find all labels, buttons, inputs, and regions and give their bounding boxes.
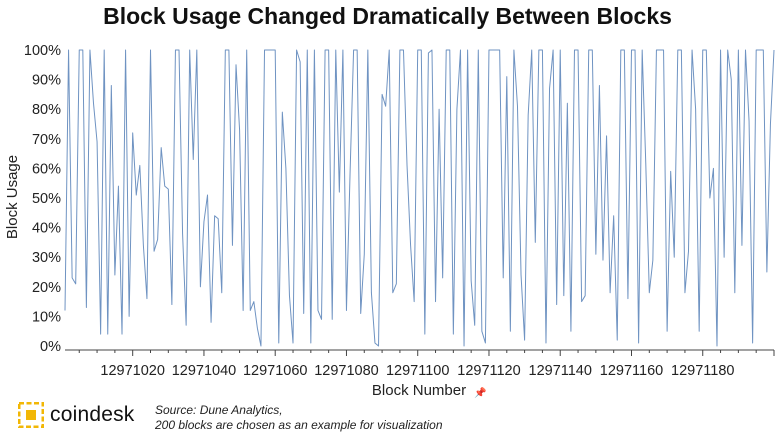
source-note: Source: Dune Analytics, 200 blocks are c… <box>155 403 443 433</box>
x-axis-label: Block Number <box>372 382 466 399</box>
line-chart: 0% 10% 20% 30% 40% 50% 60% 70% 80% 90% 100% 129710… <box>4 43 775 399</box>
x-tick-label: 12971040 <box>172 363 237 379</box>
y-tick-label: 80% <box>32 102 61 118</box>
plot-area <box>64 49 775 347</box>
x-tick-label: 12971100 <box>386 363 449 379</box>
y-tick-label: 60% <box>32 161 61 177</box>
y-tick-label: 50% <box>32 191 61 207</box>
x-tick-label: 12971060 <box>243 363 308 379</box>
y-tick-label: 70% <box>32 132 61 148</box>
y-axis-label: Block Usage <box>4 155 21 239</box>
y-tick-label: 20% <box>32 280 61 296</box>
x-tick-label: 12971120 <box>457 363 520 379</box>
x-tick-label: 12971180 <box>671 363 734 379</box>
y-axis: 0% 10% 20% 30% 40% 50% 60% 70% 80% 90% 100% <box>24 43 61 355</box>
brand-name: coindesk <box>50 403 135 426</box>
y-tick-label: 90% <box>32 73 61 89</box>
pin-icon: 📌 <box>474 386 487 399</box>
y-tick-label: 40% <box>32 221 61 237</box>
source-line-1: Source: Dune Analytics, <box>155 403 283 417</box>
x-tick-label: 12971020 <box>100 363 165 379</box>
source-line-2: 200 blocks are chosen as an example for … <box>155 418 443 432</box>
x-tick-label: 12971080 <box>314 363 379 379</box>
y-tick-label: 0% <box>40 339 61 355</box>
x-tick-label: 12971160 <box>600 363 663 379</box>
chart-title: Block Usage Changed Dramatically Between… <box>103 3 672 29</box>
x-tick-label: 12971140 <box>529 363 592 379</box>
y-tick-label: 30% <box>32 250 61 266</box>
x-axis: 12971020 12971040 12971060 12971080 12971100… <box>65 349 775 379</box>
coindesk-logo-icon <box>18 402 44 428</box>
series-line-block-usage <box>64 49 775 347</box>
y-tick-label: 100% <box>24 43 61 59</box>
coindesk-logo: coindesk <box>18 402 134 428</box>
y-tick-label: 10% <box>32 309 61 325</box>
